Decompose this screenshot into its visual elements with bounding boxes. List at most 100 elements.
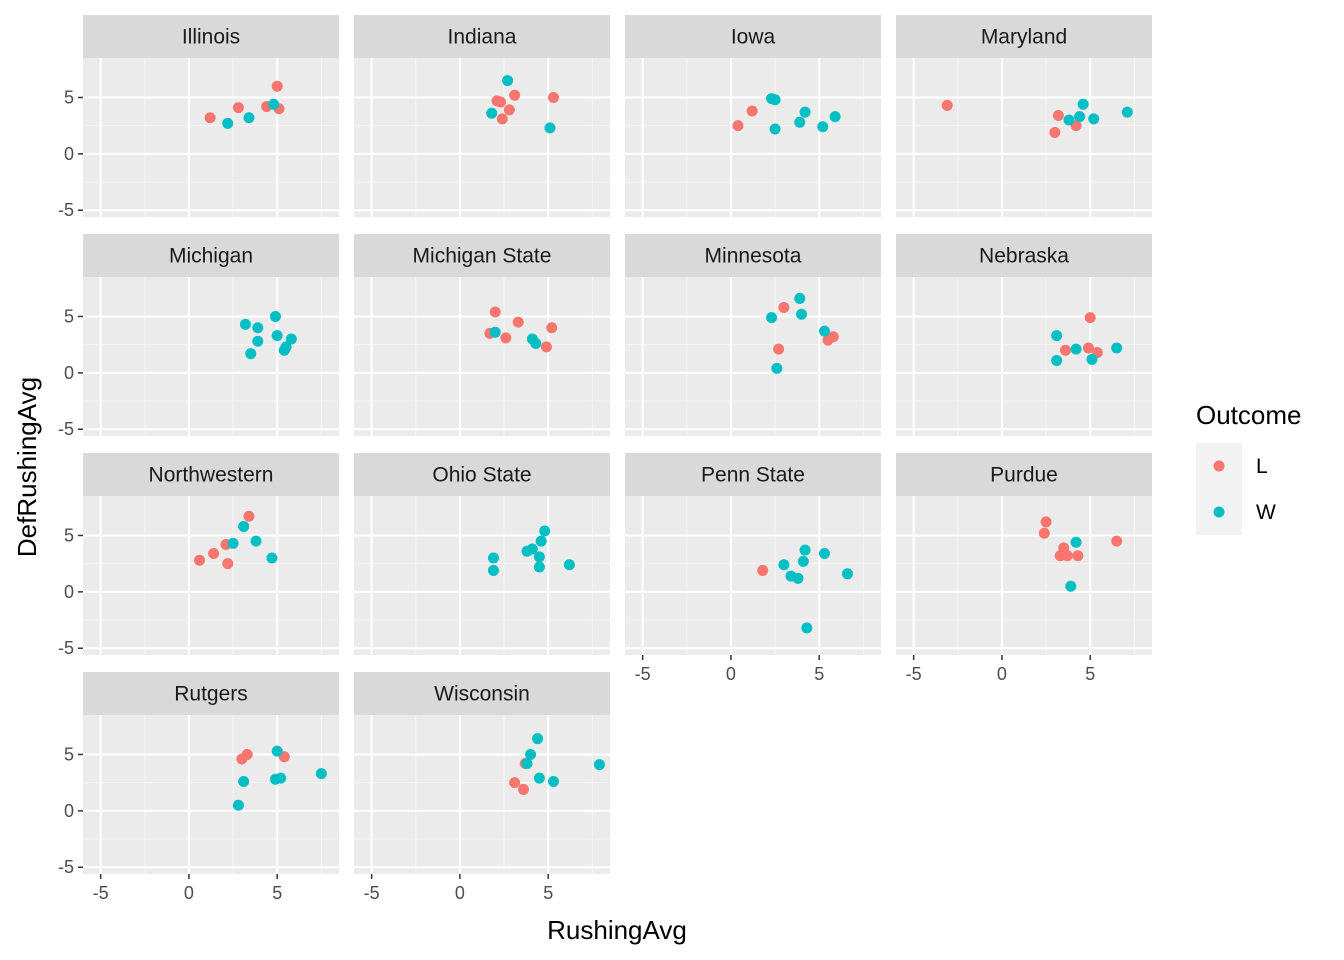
point-win bbox=[252, 322, 264, 334]
facet-strip bbox=[896, 453, 1152, 496]
facet-panel: Ohio State bbox=[354, 453, 610, 655]
y-tick-label: 5 bbox=[64, 306, 74, 326]
facet-strip bbox=[83, 15, 339, 58]
point-win bbox=[771, 362, 783, 374]
point-win bbox=[269, 310, 281, 322]
point-win bbox=[285, 333, 297, 345]
point-loss bbox=[778, 301, 790, 313]
facet-strip bbox=[354, 234, 610, 277]
point-win bbox=[799, 544, 811, 556]
x-tick-label: 5 bbox=[1085, 664, 1095, 684]
point-win bbox=[533, 561, 545, 573]
facet-panel: Northwestern bbox=[83, 453, 339, 655]
point-win bbox=[268, 98, 280, 110]
legend-swatch bbox=[1213, 460, 1225, 472]
point-loss bbox=[732, 120, 744, 132]
facet-panel: Purdue bbox=[896, 453, 1152, 655]
facet-strip bbox=[83, 234, 339, 277]
point-loss bbox=[517, 783, 529, 795]
point-loss bbox=[495, 96, 507, 108]
point-win bbox=[238, 520, 250, 532]
facet-panel: Rutgers bbox=[83, 672, 339, 874]
legend-swatch bbox=[1213, 506, 1225, 518]
point-loss bbox=[746, 105, 758, 117]
point-win bbox=[525, 748, 537, 760]
point-loss bbox=[1052, 110, 1064, 122]
point-win bbox=[486, 107, 498, 119]
legend: Outcome LW bbox=[1196, 400, 1302, 535]
point-loss bbox=[546, 322, 558, 334]
panel-background bbox=[354, 496, 610, 655]
point-win bbox=[271, 745, 283, 757]
point-loss bbox=[1072, 550, 1084, 562]
point-win bbox=[1121, 106, 1133, 118]
point-loss bbox=[489, 306, 501, 318]
point-win bbox=[266, 552, 278, 564]
point-win bbox=[315, 768, 327, 780]
point-loss bbox=[1059, 344, 1071, 356]
point-win bbox=[243, 112, 255, 124]
panel-background bbox=[625, 496, 881, 655]
point-loss bbox=[509, 89, 521, 101]
point-loss bbox=[243, 510, 255, 522]
legend-title: Outcome bbox=[1196, 400, 1302, 430]
point-win bbox=[539, 525, 551, 537]
y-tick-label: 0 bbox=[64, 363, 74, 383]
x-axes: -5 0 5 -5 0 5 -5 0 5 -5 0 5 bbox=[93, 655, 1095, 903]
point-win bbox=[532, 733, 544, 745]
facet-panels: Illinois Indiana Iowa Maryland Michigan Michi… bbox=[83, 15, 1152, 874]
facet-strip bbox=[625, 453, 881, 496]
point-win bbox=[829, 111, 841, 123]
point-loss bbox=[548, 91, 560, 103]
point-loss bbox=[496, 113, 508, 125]
point-loss bbox=[757, 564, 769, 576]
facet-strip-label: Michigan bbox=[169, 245, 253, 268]
panel-background bbox=[83, 496, 339, 655]
facet-strip-label: Nebraska bbox=[979, 245, 1069, 268]
point-win bbox=[526, 543, 538, 555]
y-tick-label: -5 bbox=[58, 638, 74, 658]
point-win bbox=[1065, 580, 1077, 592]
point-win bbox=[799, 106, 811, 118]
point-loss bbox=[271, 80, 283, 92]
panel-background bbox=[625, 58, 881, 217]
point-win bbox=[1074, 111, 1086, 123]
y-tick-label: -5 bbox=[58, 857, 74, 877]
point-win bbox=[275, 772, 287, 784]
y-tick-label: 5 bbox=[64, 87, 74, 107]
panel-background bbox=[354, 715, 610, 874]
point-win bbox=[238, 776, 250, 788]
point-win bbox=[801, 622, 813, 634]
point-loss bbox=[1038, 527, 1050, 539]
facet-strip-label: Iowa bbox=[731, 26, 776, 49]
point-win bbox=[1063, 114, 1075, 126]
point-win bbox=[227, 537, 239, 549]
facet-panel: Penn State bbox=[625, 453, 881, 655]
point-win bbox=[487, 564, 499, 576]
point-loss bbox=[509, 777, 521, 789]
point-win bbox=[797, 555, 809, 567]
point-win bbox=[1051, 330, 1063, 342]
point-win bbox=[1088, 113, 1100, 125]
facet-panel: Minnesota bbox=[625, 234, 881, 436]
point-win bbox=[280, 341, 292, 353]
point-win bbox=[593, 759, 605, 771]
facet-strip bbox=[896, 234, 1152, 277]
point-loss bbox=[1061, 550, 1073, 562]
point-win bbox=[769, 94, 781, 106]
point-win bbox=[778, 559, 790, 571]
point-win bbox=[766, 312, 778, 324]
point-loss bbox=[208, 548, 220, 560]
facet-strip bbox=[625, 15, 881, 58]
facet-panel: Nebraska bbox=[896, 234, 1152, 436]
y-axis-title: DefRushingAvg bbox=[12, 377, 42, 557]
x-tick-label: -5 bbox=[635, 664, 651, 684]
x-tick-label: 5 bbox=[543, 883, 553, 903]
y-tick-label: 5 bbox=[64, 744, 74, 764]
point-win bbox=[245, 348, 257, 360]
panel-background bbox=[896, 58, 1152, 217]
facet-strip bbox=[354, 453, 610, 496]
x-tick-label: -5 bbox=[906, 664, 922, 684]
facet-strip-label: Purdue bbox=[990, 464, 1058, 487]
